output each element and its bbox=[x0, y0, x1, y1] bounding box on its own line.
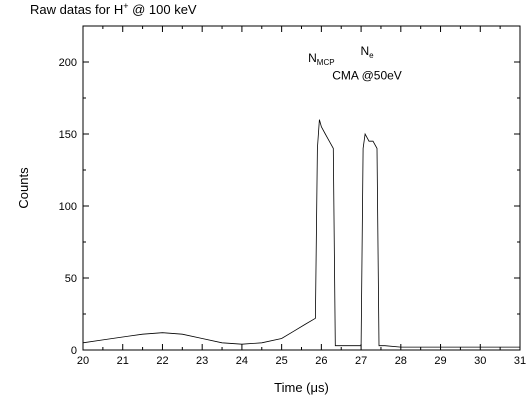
x-tick-label: 29 bbox=[434, 355, 446, 367]
x-tick-label: 24 bbox=[236, 355, 248, 367]
x-axis-label: Time (μs) bbox=[274, 380, 329, 395]
x-tick-label: 22 bbox=[156, 355, 168, 367]
tick-labels: 20 21 22 23 24 25 26 27 28 29 30 31 0 50 100 150 200 bbox=[59, 57, 526, 367]
y-tick-label: 100 bbox=[59, 201, 77, 213]
annotation-nmcp: NMCP bbox=[308, 51, 334, 67]
x-tick-label: 28 bbox=[395, 355, 407, 367]
axis-ticks bbox=[82, 25, 521, 351]
x-tick-label: 23 bbox=[196, 355, 208, 367]
y-tick-label: 150 bbox=[59, 129, 77, 141]
y-tick-label: 50 bbox=[65, 273, 77, 285]
x-tick-label: 26 bbox=[315, 355, 327, 367]
y-tick-label: 200 bbox=[59, 57, 77, 69]
series-line bbox=[82, 119, 520, 348]
x-tick-label: 31 bbox=[514, 355, 526, 367]
annotation-cma: CMA @50eV bbox=[332, 68, 402, 82]
plot-frame bbox=[82, 25, 521, 351]
x-tick-label: 25 bbox=[276, 355, 288, 367]
x-tick-label: 21 bbox=[117, 355, 129, 367]
annotation-ne: Ne bbox=[360, 44, 374, 60]
x-tick-label: 20 bbox=[77, 355, 89, 367]
y-tick-label: 0 bbox=[71, 345, 77, 357]
x-tick-label: 27 bbox=[355, 355, 367, 367]
chart-title: Raw datas for H+ @ 100 keV bbox=[30, 1, 197, 17]
y-axis-label: Counts bbox=[16, 167, 31, 209]
x-tick-label: 30 bbox=[474, 355, 486, 367]
